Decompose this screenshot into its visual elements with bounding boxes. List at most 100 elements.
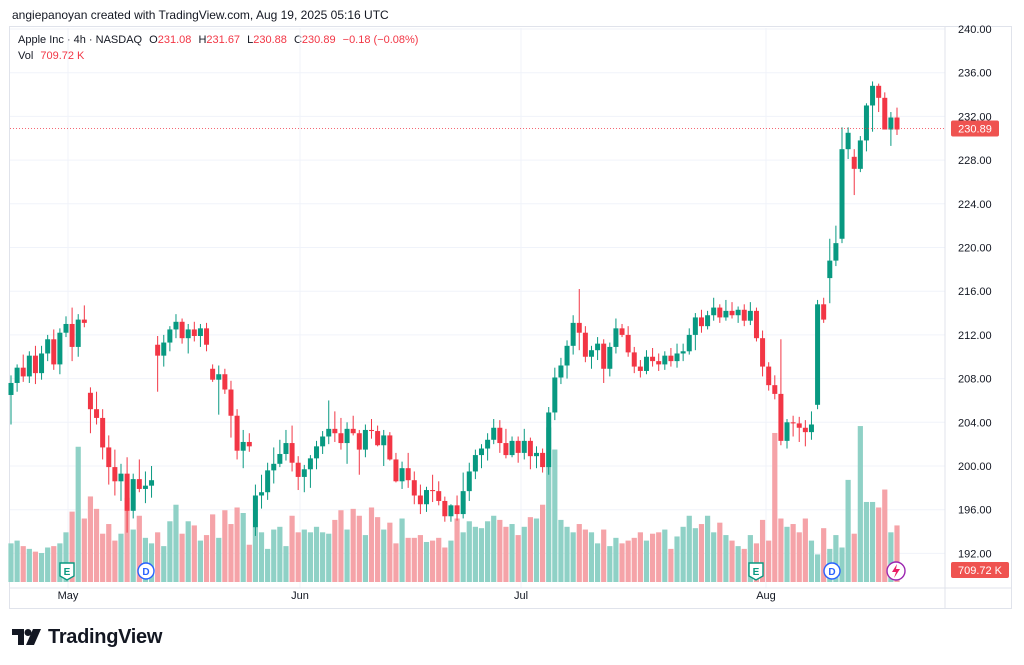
candle-body xyxy=(442,500,448,517)
candle-body xyxy=(784,422,790,441)
candle-body xyxy=(222,374,228,390)
candle-body xyxy=(271,463,277,471)
candle-body xyxy=(564,345,570,366)
candle-body xyxy=(613,328,619,347)
volume-bar xyxy=(381,529,387,582)
event-marker-label: D xyxy=(828,567,835,578)
volume-bar xyxy=(326,533,332,582)
volume-bar xyxy=(485,521,491,582)
candle-body xyxy=(705,315,711,327)
candle-body xyxy=(75,319,81,347)
candle-body xyxy=(185,329,191,339)
volume-bar xyxy=(680,526,686,582)
volume-bar xyxy=(704,515,711,582)
candle-body xyxy=(546,412,552,468)
volume-bar xyxy=(283,546,289,582)
volume-bar xyxy=(454,518,460,582)
candle-body xyxy=(570,322,576,346)
earnings-marker-icon xyxy=(59,562,75,581)
candle-body xyxy=(668,355,674,362)
candle-body xyxy=(424,490,430,505)
candle-body xyxy=(772,385,778,394)
candle-body xyxy=(252,495,258,528)
change-value: −0.18 (−0.08%) xyxy=(342,34,419,46)
volume-bar xyxy=(155,532,161,582)
candle-body xyxy=(39,353,45,374)
volume-bar xyxy=(112,540,118,582)
candle-body xyxy=(515,440,521,453)
volume-bar xyxy=(38,553,45,582)
candle-body xyxy=(698,317,704,327)
candle-body xyxy=(686,334,692,352)
volume-bar xyxy=(252,526,259,582)
volume-bar xyxy=(124,497,130,582)
volume-bar xyxy=(338,510,344,582)
candle-body xyxy=(851,156,857,169)
volume-bar xyxy=(637,532,643,582)
candle-body xyxy=(167,329,173,343)
volume-bar xyxy=(216,537,222,582)
volume-bar xyxy=(436,537,442,582)
volume-bar xyxy=(271,529,277,582)
y-tick-label: 232.00 xyxy=(958,111,992,123)
chart-credit: angiepanoyan created with TradingView.co… xyxy=(12,8,389,22)
candle-body xyxy=(863,105,869,141)
x-tick-label: May xyxy=(58,590,79,602)
candle-body xyxy=(387,435,393,460)
candle-body xyxy=(815,304,821,405)
candle-body xyxy=(491,427,497,440)
candle-body xyxy=(552,377,558,413)
candle-body xyxy=(381,435,387,446)
volume-bar xyxy=(698,524,705,582)
candle-body xyxy=(503,443,509,456)
candle-body xyxy=(521,440,527,453)
volume-bar xyxy=(497,519,503,582)
volume-bar xyxy=(45,547,51,582)
candle-body xyxy=(173,321,179,330)
volume-bar xyxy=(228,524,234,582)
volume-bar xyxy=(888,532,894,582)
candle-body xyxy=(882,97,888,130)
candle-body xyxy=(601,343,607,369)
volume-bar xyxy=(674,536,680,582)
candle-body xyxy=(540,452,546,468)
volume-bar xyxy=(711,532,717,582)
open-label: O xyxy=(149,34,158,46)
candle-body xyxy=(130,479,136,511)
volume-bar xyxy=(197,540,204,582)
candle-body xyxy=(417,495,423,505)
volume-bar xyxy=(100,533,106,582)
last-price-badge xyxy=(951,120,999,137)
volume-bar xyxy=(790,524,796,582)
candle-body xyxy=(289,443,295,463)
y-tick-label: 216.00 xyxy=(958,286,992,298)
symbol-label[interactable]: Apple Inc · 4h · NASDAQ xyxy=(18,34,143,46)
tradingview-logo[interactable]: TradingView xyxy=(12,624,162,650)
volume-bar xyxy=(723,535,729,582)
candle-body xyxy=(778,393,784,441)
volume-bar xyxy=(87,496,94,582)
candle-body xyxy=(796,423,802,428)
volume-bar xyxy=(527,517,533,582)
candle-body xyxy=(356,433,362,450)
candle-body xyxy=(656,361,662,365)
volume-bar xyxy=(185,521,191,582)
close-label: C xyxy=(293,34,302,46)
volume-bar xyxy=(368,507,375,582)
candle-body xyxy=(619,328,625,335)
volume-bar xyxy=(814,554,821,582)
candle-body xyxy=(295,462,301,477)
volume-bar xyxy=(894,525,900,582)
candle-body xyxy=(472,455,478,472)
volume-bar xyxy=(576,524,582,582)
tradingview-logo-icon xyxy=(12,629,41,645)
volume-bar xyxy=(118,533,124,582)
candle-body xyxy=(57,332,63,365)
last-volume-label: 709.72 K xyxy=(958,565,1003,577)
candle-body xyxy=(100,417,106,448)
event-marker-label: D xyxy=(142,567,149,578)
chart-frame xyxy=(9,26,1012,609)
volume-bar xyxy=(466,521,472,582)
candle-body xyxy=(454,505,460,515)
